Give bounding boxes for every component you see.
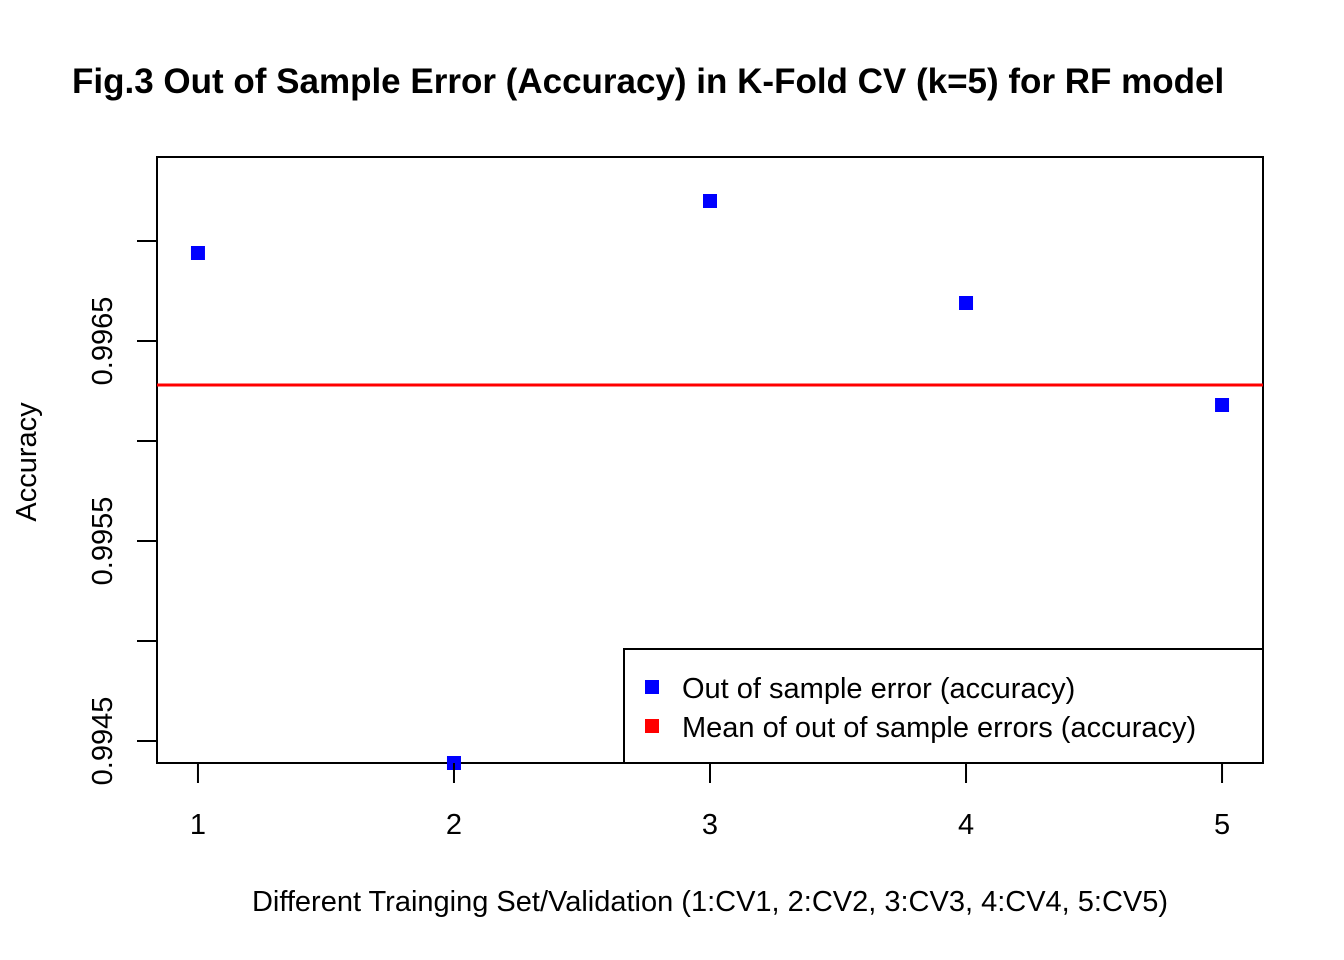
y-tick-label-2: 0.9955 (87, 497, 119, 586)
y-tick-label-4: 0.9965 (87, 297, 119, 386)
data-point-1 (190, 246, 205, 260)
x-axis: 1 2 3 4 5 (190, 763, 1230, 841)
x-tick-label-2: 2 (446, 809, 462, 841)
data-point-4 (959, 296, 974, 310)
legend-box (623, 648, 1264, 764)
x-tick-label-5: 5 (1214, 809, 1230, 841)
x-tick-label-4: 4 (958, 809, 974, 841)
legend-label-series: Out of sample error (accuracy) (682, 673, 1075, 705)
data-point-3 (703, 194, 717, 208)
legend-marker-series (645, 680, 659, 694)
chart-title: Fig.3 Out of Sample Error (Accuracy) in … (72, 62, 1224, 101)
legend-label-mean: Mean of out of sample errors (accuracy) (682, 712, 1196, 744)
x-tick-label-1: 1 (190, 809, 206, 841)
y-axis: 0.9945 0.9955 0.9965 (87, 240, 157, 786)
data-point-5 (1215, 398, 1230, 412)
y-tick-label-0: 0.9945 (87, 697, 119, 786)
x-tick-label-3: 3 (702, 809, 718, 841)
y-axis-label: Accuracy (11, 402, 43, 522)
legend-marker-mean (645, 719, 659, 733)
legend: Out of sample error (accuracy) Mean of o… (623, 648, 1264, 764)
x-axis-label: Different Trainging Set/Validation (1:CV… (252, 886, 1168, 918)
